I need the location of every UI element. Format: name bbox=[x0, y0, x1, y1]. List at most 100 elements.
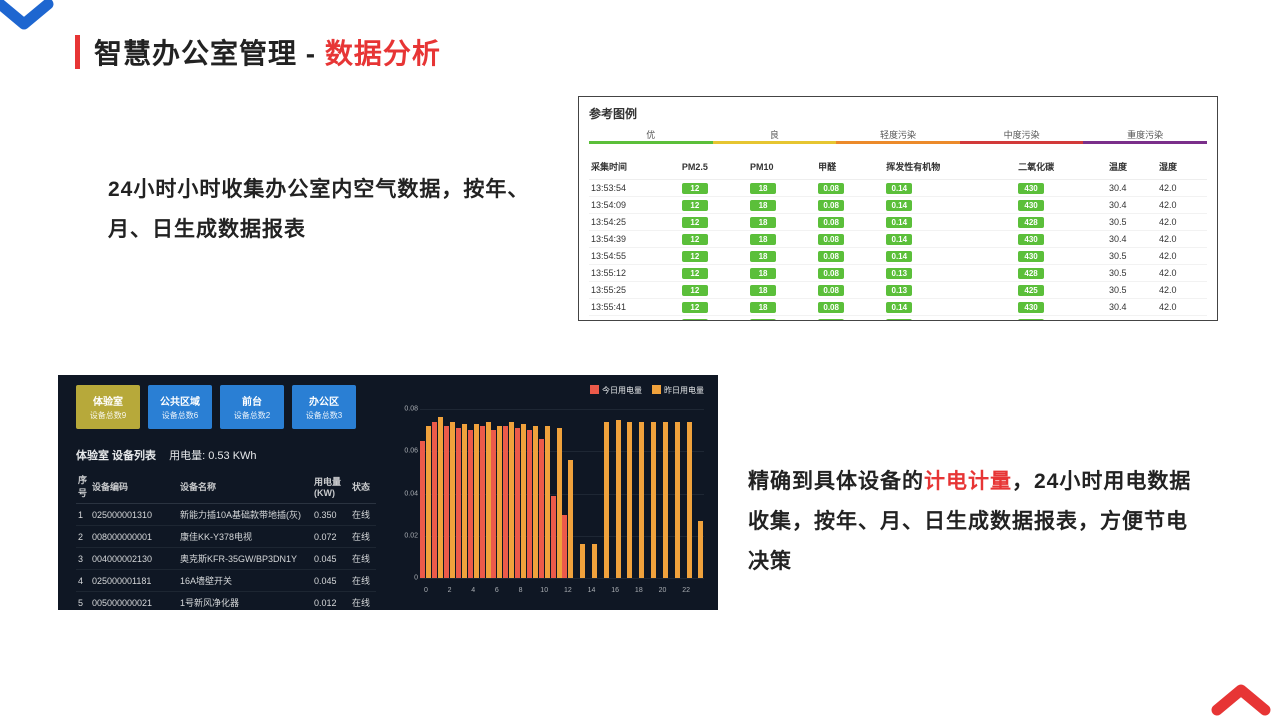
chart-bar-yesterday bbox=[438, 417, 443, 578]
chart-bar-slot: 0 bbox=[420, 409, 432, 578]
chart-bar-slot: 4 bbox=[467, 409, 479, 578]
device-list-title: 体验室 设备列表 用电量: 0.53 KWh bbox=[76, 447, 257, 463]
device-table-header: 设备名称 bbox=[178, 469, 312, 504]
device-table-header: 设备编码 bbox=[90, 469, 178, 504]
decor-chevron-red bbox=[1211, 676, 1275, 716]
chart-bar-today bbox=[468, 430, 473, 578]
chart-legend: 今日用电量昨日用电量 bbox=[590, 385, 704, 396]
device-table-row[interactable]: 402500000118116A墙壁开关0.045在线 bbox=[76, 570, 376, 592]
chart-xtick: 2 bbox=[444, 587, 456, 594]
room-tab[interactable]: 体验室设备总数9 bbox=[76, 385, 140, 429]
air-legend-item: 优 bbox=[589, 128, 713, 147]
chart-bar-slot bbox=[668, 409, 680, 578]
title-highlight: 数据分析 bbox=[325, 38, 441, 69]
device-list-kwh: 用电量: 0.53 KWh bbox=[169, 450, 256, 462]
air-legend-item: 重度污染 bbox=[1083, 128, 1207, 147]
device-table-header: 序号 bbox=[76, 469, 90, 504]
air-data-table: 采集时间PM2.5PM10甲醛挥发性有机物二氧化碳温度湿度 13:53:5412… bbox=[589, 157, 1207, 321]
chart-bar-slot bbox=[597, 409, 609, 578]
chart-bar-slot: 6 bbox=[491, 409, 503, 578]
chart-bar-slot: 10 bbox=[538, 409, 550, 578]
room-tab[interactable]: 前台设备总数2 bbox=[220, 385, 284, 429]
chart-bar-slot bbox=[645, 409, 657, 578]
air-table-row: 13:54:5512180.080.1443030.542.0 bbox=[589, 248, 1207, 265]
chart-plot-area: 00.020.040.060.080246810121416182022 bbox=[420, 409, 704, 578]
air-legend: 优良轻度污染中度污染重度污染 bbox=[589, 128, 1207, 147]
chart-xtick: 8 bbox=[515, 587, 527, 594]
air-quality-panel: 参考图例 优良轻度污染中度污染重度污染 采集时间PM2.5PM10甲醛挥发性有机… bbox=[578, 96, 1218, 321]
chart-bar-slot: 20 bbox=[657, 409, 669, 578]
chart-xtick: 14 bbox=[586, 587, 598, 594]
chart-bar-slot: 2 bbox=[444, 409, 456, 578]
chart-xtick: 22 bbox=[680, 587, 692, 594]
chart-bar-yesterday bbox=[497, 426, 502, 578]
chart-bar-today bbox=[527, 430, 532, 578]
chart-bar-yesterday bbox=[627, 422, 632, 578]
chart-bar-slot bbox=[526, 409, 538, 578]
chart-bar-yesterday bbox=[462, 424, 467, 578]
chart-bar-yesterday bbox=[426, 426, 431, 578]
air-table-header: 挥发性有机物 bbox=[884, 157, 1016, 180]
chart-bar-yesterday bbox=[663, 422, 668, 578]
desc2-part1: 精确到具体设备的 bbox=[748, 470, 924, 493]
chart-legend-item: 今日用电量 bbox=[590, 385, 642, 396]
chart-bar-yesterday bbox=[698, 521, 703, 578]
chart-ytick: 0.06 bbox=[400, 448, 418, 455]
desc2-highlight: 计电计量 bbox=[924, 470, 1012, 493]
chart-ytick: 0.04 bbox=[400, 490, 418, 497]
chart-bar-today bbox=[432, 422, 437, 578]
chart-bar-yesterday bbox=[521, 424, 526, 578]
air-table-row: 13:54:3912180.080.1443030.442.0 bbox=[589, 231, 1207, 248]
chart-bar-slot: 8 bbox=[515, 409, 527, 578]
page-title: 智慧办公室管理 - 数据分析 bbox=[75, 32, 441, 72]
chart-bar-slot: 16 bbox=[609, 409, 621, 578]
chart-legend-item: 昨日用电量 bbox=[652, 385, 704, 396]
chart-bar-yesterday bbox=[687, 422, 692, 578]
chart-bar-yesterday bbox=[450, 422, 455, 578]
air-table-row: 13:53:5412180.080.1443030.442.0 bbox=[589, 180, 1207, 197]
chart-xtick: 18 bbox=[633, 587, 645, 594]
chart-bar-yesterday bbox=[604, 422, 609, 578]
chart-xtick: 0 bbox=[420, 587, 432, 594]
chart-xtick: 12 bbox=[562, 587, 574, 594]
device-table-row[interactable]: 1025000001310新能力插10A基础款带地插(灰)0.350在线 bbox=[76, 504, 376, 526]
chart-gridline bbox=[420, 578, 704, 579]
chart-bar-yesterday bbox=[557, 428, 562, 578]
device-table-row[interactable]: 50050000000211号新风净化器0.012在线 bbox=[76, 592, 376, 611]
chart-bar-slot bbox=[432, 409, 444, 578]
chart-bar-slot bbox=[550, 409, 562, 578]
chart-ytick: 0.08 bbox=[400, 406, 418, 413]
decor-chevron-blue bbox=[0, 0, 64, 38]
air-table-header: 温度 bbox=[1107, 157, 1157, 180]
chart-bar-today bbox=[551, 496, 556, 578]
chart-bar-yesterday bbox=[639, 422, 644, 578]
chart-bar-today bbox=[491, 430, 496, 578]
chart-bar-today bbox=[444, 426, 449, 578]
air-legend-item: 良 bbox=[713, 128, 837, 147]
chart-bar-slot: 18 bbox=[633, 409, 645, 578]
chart-bar-yesterday bbox=[533, 426, 538, 578]
air-table-header: PM10 bbox=[748, 157, 816, 180]
chart-bar-slot bbox=[503, 409, 515, 578]
air-table-row: 13:54:0912180.080.1443030.442.0 bbox=[589, 197, 1207, 214]
chart-bar-yesterday bbox=[509, 422, 514, 578]
chart-xtick: 6 bbox=[491, 587, 503, 594]
chart-bar-slot bbox=[692, 409, 704, 578]
chart-bar-slot bbox=[479, 409, 491, 578]
air-table-header: 采集时间 bbox=[589, 157, 680, 180]
device-table-row[interactable]: 3004000002130奥克斯KFR-35GW/BP3DN1Y0.045在线 bbox=[76, 548, 376, 570]
room-tab[interactable]: 办公区设备总数3 bbox=[292, 385, 356, 429]
chart-xtick: 4 bbox=[467, 587, 479, 594]
device-table: 序号设备编码设备名称用电量(KW)状态 1025000001310新能力插10A… bbox=[76, 469, 376, 610]
device-table-row[interactable]: 2008000000001康佳KK-Y378电视0.072在线 bbox=[76, 526, 376, 548]
chart-bar-slot: 14 bbox=[586, 409, 598, 578]
energy-bar-chart: 今日用电量昨日用电量 00.020.040.060.08024681012141… bbox=[398, 385, 708, 600]
chart-bar-yesterday bbox=[545, 426, 550, 578]
chart-bar-yesterday bbox=[580, 544, 585, 578]
air-table-row: 13:55:1212180.080.1342830.542.0 bbox=[589, 265, 1207, 282]
room-tab[interactable]: 公共区域设备总数6 bbox=[148, 385, 212, 429]
device-table-header: 用电量(KW) bbox=[312, 469, 350, 504]
air-table-header: 二氧化碳 bbox=[1016, 157, 1107, 180]
air-table-row: 13:55:5712180.040.1342530.442.0 bbox=[589, 316, 1207, 322]
chart-bar-slot bbox=[455, 409, 467, 578]
